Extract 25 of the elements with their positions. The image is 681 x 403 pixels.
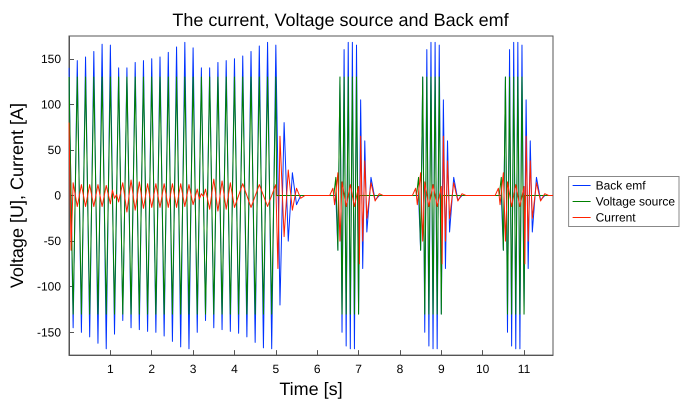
legend-label: Voltage source bbox=[596, 194, 676, 208]
x-tick-label: 7 bbox=[355, 362, 362, 376]
chart-title: The current, Voltage source and Back emf bbox=[172, 10, 510, 30]
x-tick-label: 6 bbox=[314, 362, 321, 376]
x-tick-label: 10 bbox=[476, 362, 490, 376]
legend-label: Current bbox=[596, 210, 636, 224]
x-tick-label: 4 bbox=[231, 362, 238, 376]
x-tick-label: 8 bbox=[396, 362, 404, 376]
legend-label: Back emf bbox=[596, 178, 646, 192]
y-tick-label: -100 bbox=[36, 280, 62, 294]
y-tick-label: 50 bbox=[48, 142, 62, 157]
x-tick-label: 2 bbox=[148, 362, 156, 376]
y-tick-label: -50 bbox=[44, 234, 62, 248]
y-axis-title: Voltage [U], Current [A] bbox=[7, 103, 28, 288]
line-series bbox=[68, 122, 554, 269]
y-tick-label: 0 bbox=[54, 188, 62, 203]
x-axis-title: Time [s] bbox=[279, 379, 343, 399]
x-tick-label: 1 bbox=[107, 362, 114, 376]
y-tick-label: 150 bbox=[40, 52, 62, 66]
x-tick-label: 5 bbox=[272, 362, 280, 376]
x-tick-label: 9 bbox=[438, 362, 445, 376]
y-tick-label: 100 bbox=[40, 97, 62, 112]
y-tick-label: -150 bbox=[36, 325, 62, 340]
x-tick-label: 3 bbox=[190, 362, 197, 376]
x-tick-label: 11 bbox=[518, 362, 531, 376]
